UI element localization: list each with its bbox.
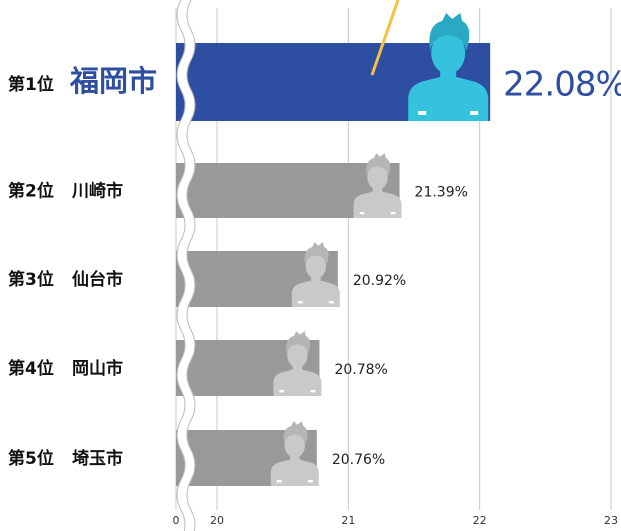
rank-label: 第4位 xyxy=(8,358,54,379)
icon-head xyxy=(305,253,327,279)
icon-head xyxy=(431,32,466,74)
x-tick-label: 0 xyxy=(173,514,180,527)
axis-break xyxy=(177,0,195,531)
person-icon xyxy=(408,13,489,121)
rank-label: 第5位 xyxy=(8,448,54,469)
icon-hair xyxy=(429,13,470,51)
icon-neck xyxy=(311,275,321,283)
icon-badge xyxy=(390,212,396,215)
person-icon xyxy=(353,153,402,218)
icon-badge xyxy=(310,390,316,393)
person-icon xyxy=(291,242,340,307)
icon-badge xyxy=(329,301,334,304)
category-label: 福岡市 xyxy=(69,64,157,98)
value-label: 20.78% xyxy=(334,362,387,378)
icon-hair xyxy=(366,153,391,176)
icon-badge xyxy=(470,111,479,115)
icon-hair xyxy=(304,242,329,265)
icon-neck xyxy=(292,364,303,372)
category-label: 岡山市 xyxy=(72,358,123,379)
value-label: 21.39% xyxy=(415,185,468,201)
icon-badge xyxy=(359,212,365,215)
icon-body xyxy=(273,369,322,396)
icon-hair xyxy=(286,331,311,354)
rank-label: 第3位 xyxy=(8,269,54,290)
icon-badge xyxy=(308,480,313,483)
icon-head xyxy=(287,342,308,368)
icon-badge xyxy=(279,390,285,393)
person-icon xyxy=(270,421,319,486)
person-icon xyxy=(273,331,322,396)
icon-body xyxy=(353,191,402,218)
icon-neck xyxy=(372,186,383,194)
rank-label: 第2位 xyxy=(8,181,54,202)
icon-neck xyxy=(290,454,300,462)
icon-body xyxy=(270,459,319,486)
axis-break-edge xyxy=(176,0,186,531)
icon-hair xyxy=(283,421,308,444)
category-label: 仙台市 xyxy=(72,269,123,290)
pointer-line xyxy=(370,0,400,76)
rank-label: 第1位 xyxy=(8,74,54,95)
axis-break-edge xyxy=(186,0,196,531)
icon-body xyxy=(291,280,340,307)
icon-badge xyxy=(418,111,427,115)
value-label: 20.92% xyxy=(353,273,406,289)
labels: 0 20 21 22 23 22.08% 第1位 福岡市 21.39% 第2位 川崎市 20.92% 第… xyxy=(8,64,621,527)
category-label: 川崎市 xyxy=(71,181,123,202)
value-label: 20.76% xyxy=(332,452,385,468)
icon-head xyxy=(367,164,388,190)
value-label: 22.08% xyxy=(503,65,621,105)
icon-body xyxy=(408,77,489,121)
x-tick-label: 22 xyxy=(473,514,487,527)
icon-head xyxy=(284,432,306,458)
x-tick-label: 21 xyxy=(341,514,355,527)
icon-badge xyxy=(297,301,303,304)
icons xyxy=(270,13,489,486)
x-tick-label: 20 xyxy=(210,514,224,527)
icon-badge xyxy=(276,480,282,483)
x-tick-label: 23 xyxy=(604,514,618,527)
category-label: 埼玉市 xyxy=(72,448,123,469)
